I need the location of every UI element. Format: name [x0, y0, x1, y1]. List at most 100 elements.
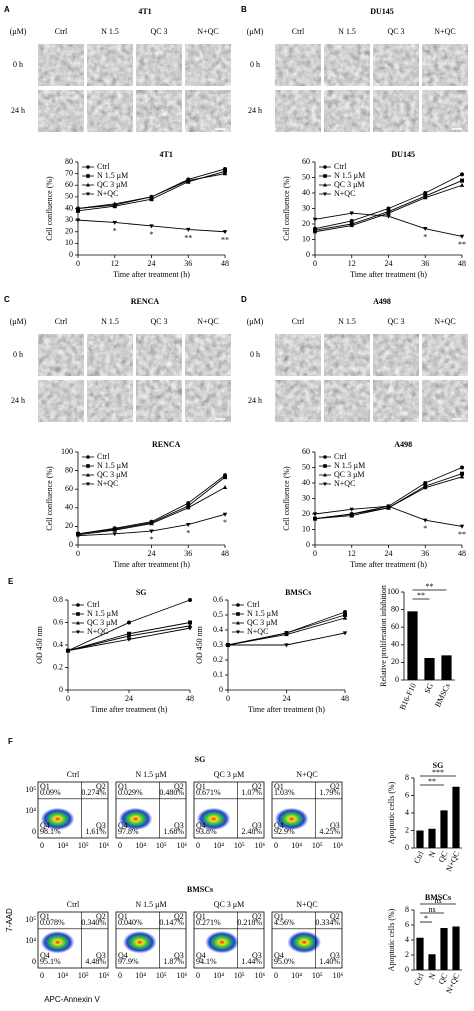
- legend-label: N+QC: [97, 189, 118, 198]
- marker: [149, 521, 154, 526]
- marker: [349, 223, 354, 228]
- marker: [460, 178, 464, 183]
- x-tick-label: 36: [184, 259, 192, 268]
- unit-label: (μM): [10, 27, 27, 36]
- quadrant-label: Q2: [174, 912, 184, 921]
- quadrant-percent: 1.87%: [163, 957, 184, 966]
- marker: [76, 620, 80, 625]
- y-tick-label: 50: [302, 462, 310, 471]
- y-tick-label: 0.5: [213, 610, 223, 619]
- y-tick-label: 4: [405, 935, 409, 944]
- flow-x-tick-label: 10⁴: [135, 841, 146, 850]
- flow-y-tick-label: 10⁴: [25, 806, 36, 815]
- plot-title: N+QC: [296, 770, 317, 779]
- y-tick-label: 40: [65, 503, 73, 512]
- legend-label: Ctrl: [334, 162, 347, 171]
- event-density: [40, 807, 75, 831]
- y-tick-label: 80: [65, 465, 73, 474]
- flow-x-tick-label: 10⁵: [156, 841, 167, 850]
- x-tick-label: BMSCs: [433, 682, 452, 709]
- panel-title: RENCA: [131, 297, 160, 306]
- quadrant-percent: 0.040%: [118, 918, 143, 927]
- flow-y-tick-label: 10⁴: [25, 936, 36, 945]
- marker: [236, 612, 240, 616]
- y-tick-label: 0.6: [53, 617, 63, 626]
- quadrant-percent: 1.79%: [319, 788, 340, 797]
- marker: [76, 208, 80, 213]
- column-label: N 1.5: [338, 317, 356, 326]
- marker: [86, 165, 90, 169]
- y-axis-label: Cell confluence (%): [282, 176, 291, 241]
- x-axis-label: Time after treatment (h): [350, 270, 427, 279]
- event-density: [118, 807, 153, 831]
- legend-label: N 1.5 μM: [247, 609, 278, 618]
- significance-mark: *: [424, 914, 428, 923]
- x-tick-label: 0: [313, 549, 317, 558]
- y-tick-label: 70: [65, 168, 73, 177]
- x-tick-label: 24: [148, 259, 156, 268]
- legend-label: N+QC: [334, 189, 355, 198]
- x-tick-label: N: [427, 972, 438, 981]
- marker: [312, 217, 318, 222]
- quadrant-percent: 1.44%: [241, 957, 262, 966]
- marker: [459, 474, 465, 479]
- y-tick-label: 60: [391, 622, 399, 631]
- column-label: N+QC: [434, 317, 455, 326]
- quadrant-label: Q2: [96, 912, 106, 921]
- marker: [349, 218, 354, 223]
- flow-x-tick-label: 10⁶: [177, 971, 188, 980]
- y-tick-label: 20: [65, 227, 73, 236]
- legend-label: N+QC: [87, 627, 108, 636]
- x-tick-label: 0: [226, 694, 230, 703]
- quadrant-percent: 1.07%: [241, 788, 262, 797]
- micrograph: [136, 44, 182, 86]
- significance-mark: **: [417, 591, 425, 600]
- significance-mark: *: [423, 524, 427, 533]
- marker: [186, 178, 191, 183]
- quadrant-percent: 0.09%: [40, 788, 61, 797]
- flow-x-tick-label: 10⁵: [234, 841, 245, 850]
- marker: [223, 475, 227, 480]
- marker: [386, 210, 391, 215]
- quadrant-label: Q4: [274, 951, 284, 960]
- y-tick-label: 30: [302, 493, 310, 502]
- y-tick-label: 100: [61, 447, 73, 456]
- micrograph: [422, 44, 468, 86]
- quadrant-label: Q3: [252, 821, 262, 830]
- x-axis-label: Time after treatment (h): [113, 560, 190, 569]
- x-tick-label: 12: [348, 259, 356, 268]
- quadrant-percent: 2.48%: [241, 827, 262, 836]
- legend-label: N+QC: [247, 627, 268, 636]
- micrograph: [87, 380, 133, 422]
- marker: [186, 522, 191, 527]
- y-tick-label: 60: [65, 180, 73, 189]
- row-label: 0 h: [250, 350, 260, 359]
- bar: [424, 658, 435, 680]
- column-label: QC 3: [387, 317, 404, 326]
- chart-title: BMSCs: [425, 893, 451, 902]
- y-tick-label: 6: [405, 790, 409, 799]
- micrograph: [422, 334, 468, 376]
- y-tick-label: 8: [405, 773, 409, 782]
- chart-title: RENCA: [152, 440, 181, 449]
- y-tick-label: 40: [65, 203, 73, 212]
- y-axis-label: OD 450 nm: [195, 625, 204, 664]
- marker: [188, 620, 192, 625]
- quadrant-label: Q3: [174, 951, 184, 960]
- row-label: 24 h: [248, 106, 262, 115]
- micrograph: [275, 334, 321, 376]
- y-tick-label: 0.8: [53, 595, 63, 604]
- y-tick-label: 0.1: [213, 670, 223, 679]
- y-tick-label: 40: [302, 188, 310, 197]
- column-label: Ctrl: [292, 317, 305, 326]
- y-tick-label: 0: [306, 540, 310, 549]
- x-tick-label: 48: [221, 549, 229, 558]
- marker: [423, 518, 428, 523]
- y-tick-label: 50: [302, 172, 310, 181]
- quadrant-label: Q1: [118, 782, 128, 791]
- flow-x-tick-label: 10⁵: [312, 971, 323, 980]
- marker: [149, 224, 154, 229]
- y-tick-label: 0: [306, 250, 310, 259]
- y-tick-label: 0.4: [213, 625, 223, 634]
- micrograph: [185, 44, 231, 86]
